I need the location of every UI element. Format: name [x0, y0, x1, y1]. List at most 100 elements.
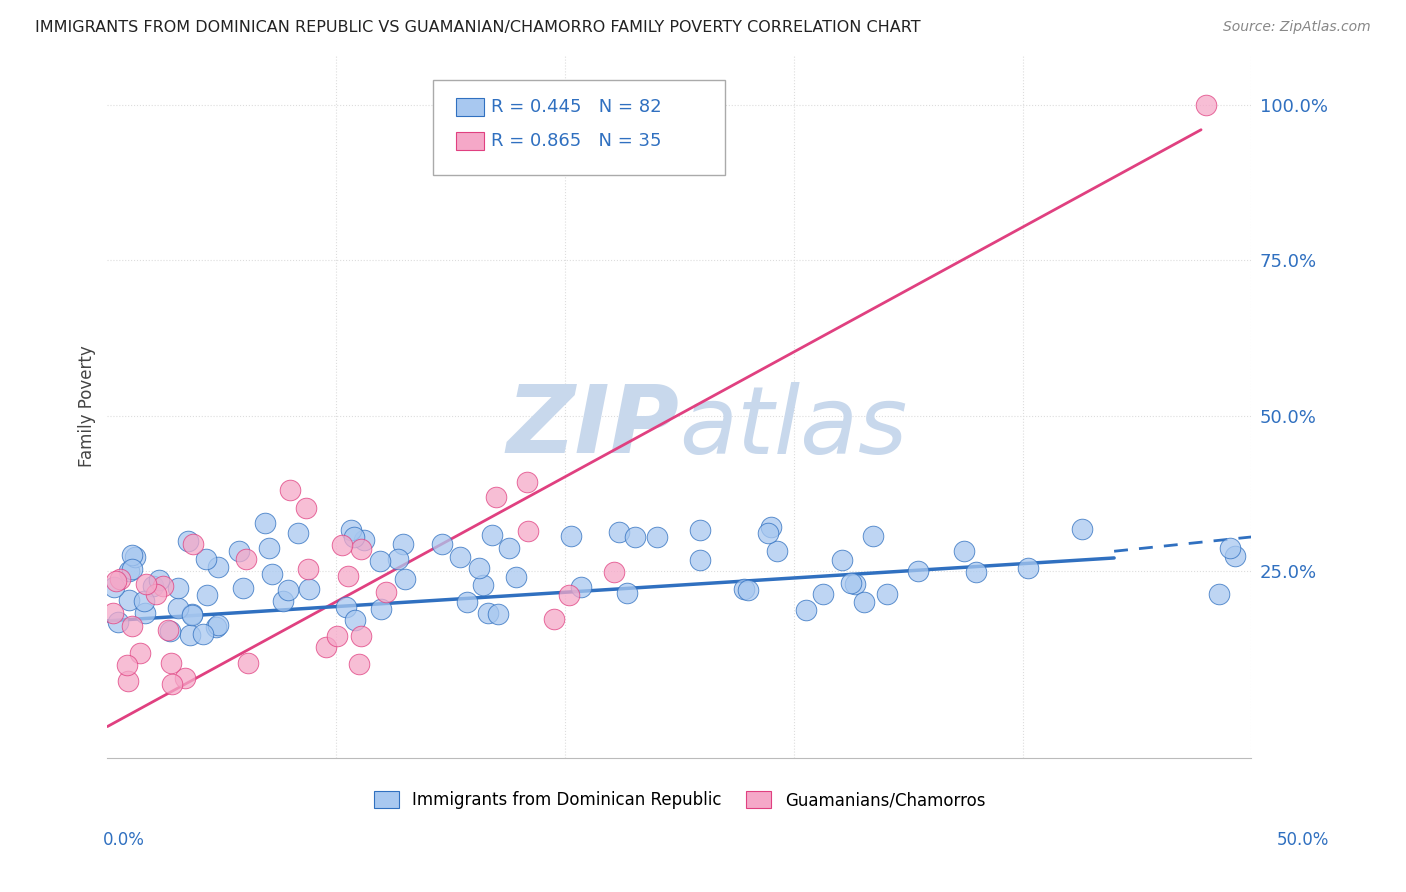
Point: [569, 580, 592, 594]
Point: [177, 534, 200, 549]
Point: [841, 575, 863, 590]
Text: R = 0.445   N = 82: R = 0.445 N = 82: [491, 98, 661, 116]
Point: [235, 551, 257, 566]
Point: [167, 581, 190, 595]
Point: [737, 583, 759, 598]
Point: [1070, 522, 1092, 536]
Text: atlas: atlas: [679, 382, 908, 473]
Point: [481, 528, 503, 542]
Point: [115, 658, 138, 673]
Point: [862, 528, 884, 542]
Point: [128, 646, 150, 660]
Point: [505, 569, 527, 583]
Point: [387, 551, 409, 566]
Point: [183, 537, 205, 551]
Point: [347, 657, 370, 671]
Point: [180, 607, 202, 622]
Point: [142, 579, 165, 593]
Point: [831, 552, 853, 566]
Point: [160, 677, 183, 691]
Point: [107, 615, 129, 629]
Point: [965, 565, 987, 579]
Point: [134, 606, 156, 620]
Point: [516, 475, 538, 489]
Point: [118, 592, 141, 607]
Point: [477, 607, 499, 621]
Point: [257, 541, 280, 556]
Point: [844, 576, 866, 591]
Point: [271, 594, 294, 608]
Point: [339, 523, 361, 537]
Point: [607, 524, 630, 539]
Point: [343, 613, 366, 627]
Point: [449, 550, 471, 565]
Y-axis label: Family Poverty: Family Poverty: [79, 345, 96, 467]
Point: [121, 619, 143, 633]
Point: [392, 537, 415, 551]
Point: [876, 586, 898, 600]
Point: [1194, 98, 1216, 112]
Point: [456, 595, 478, 609]
FancyBboxPatch shape: [433, 79, 725, 175]
Point: [280, 483, 302, 498]
Point: [689, 523, 711, 537]
Point: [104, 574, 127, 588]
Point: [124, 549, 146, 564]
Point: [181, 607, 204, 621]
Point: [195, 588, 218, 602]
Point: [157, 623, 180, 637]
Point: [485, 490, 508, 504]
Point: [645, 530, 668, 544]
Point: [135, 577, 157, 591]
Point: [132, 594, 155, 608]
Point: [117, 674, 139, 689]
Point: [558, 588, 581, 602]
Point: [370, 602, 392, 616]
Point: [907, 564, 929, 578]
Point: [297, 562, 319, 576]
Point: [1219, 541, 1241, 556]
Point: [228, 543, 250, 558]
Point: [159, 624, 181, 638]
Text: ZIP: ZIP: [506, 382, 679, 474]
Point: [1017, 561, 1039, 575]
Point: [498, 541, 520, 556]
Point: [148, 573, 170, 587]
Point: [152, 579, 174, 593]
Point: [953, 544, 976, 558]
Point: [103, 607, 125, 621]
Point: [173, 672, 195, 686]
Point: [121, 562, 143, 576]
Point: [253, 516, 276, 530]
Point: [145, 587, 167, 601]
Point: [232, 581, 254, 595]
Point: [488, 607, 510, 621]
Text: R = 0.865   N = 35: R = 0.865 N = 35: [491, 132, 661, 150]
Point: [430, 537, 453, 551]
Point: [796, 603, 818, 617]
Point: [207, 617, 229, 632]
Point: [108, 572, 131, 586]
Point: [756, 525, 779, 540]
Point: [315, 640, 337, 654]
Point: [179, 628, 201, 642]
Point: [236, 656, 259, 670]
Text: IMMIGRANTS FROM DOMINICAN REPUBLIC VS GUAMANIAN/CHAMORRO FAMILY POVERTY CORRELAT: IMMIGRANTS FROM DOMINICAN REPUBLIC VS GU…: [35, 20, 921, 35]
Point: [517, 524, 540, 538]
Point: [689, 552, 711, 566]
Point: [472, 578, 495, 592]
Text: 50.0%: 50.0%: [1277, 831, 1329, 849]
Point: [166, 600, 188, 615]
Point: [262, 566, 284, 581]
Point: [343, 530, 366, 544]
Point: [103, 580, 125, 594]
Point: [160, 657, 183, 671]
Point: [325, 629, 347, 643]
Point: [353, 533, 375, 547]
Point: [295, 500, 318, 515]
Point: [733, 582, 755, 597]
FancyBboxPatch shape: [457, 132, 484, 150]
Point: [603, 565, 626, 579]
Point: [543, 612, 565, 626]
Point: [468, 560, 491, 574]
